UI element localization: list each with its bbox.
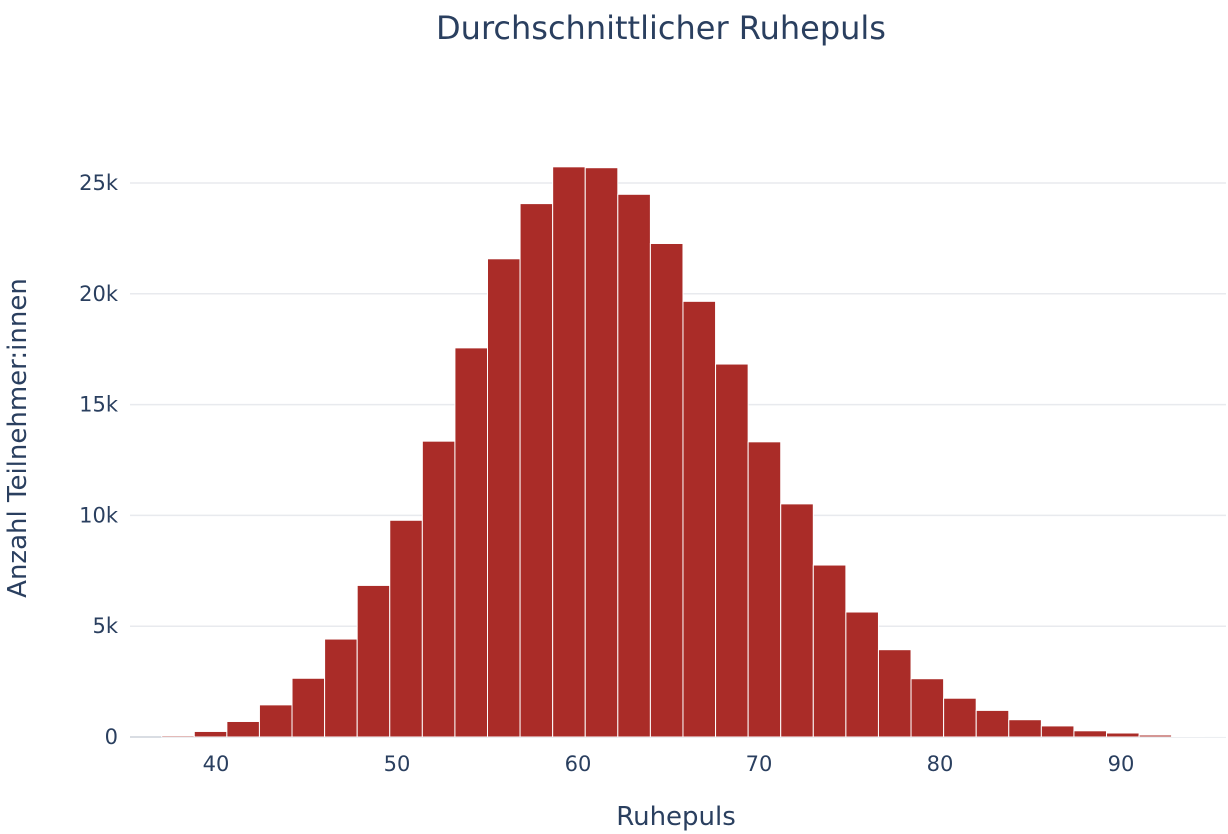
histogram-bar (682, 300, 717, 738)
chart-title: Durchschnittlicher Ruhepuls (436, 9, 886, 47)
x-tick-label: 80 (927, 752, 954, 776)
histogram-bar (975, 709, 1010, 738)
histogram-bar (649, 242, 684, 738)
histogram-bar (226, 720, 260, 738)
histogram-bar (421, 440, 456, 738)
x-tick-label: 70 (746, 752, 773, 776)
histogram-bar (747, 441, 782, 738)
y-tick-label: 25k (79, 171, 119, 195)
histogram-bar (1040, 725, 1075, 738)
histogram-bar (1073, 730, 1108, 738)
histogram-bar (552, 166, 586, 738)
histogram-bar (877, 649, 912, 738)
histogram-bar (454, 347, 489, 738)
y-axis-ticks: 0 5k 10k 15k 20k 25k (79, 171, 119, 749)
y-tick-label: 15k (79, 393, 119, 417)
x-axis-ticks: 40 50 60 70 80 90 (203, 752, 1135, 776)
histogram-bar (617, 193, 651, 738)
x-tick-label: 40 (203, 752, 230, 776)
y-axis-title: Anzahl Teilnehmer:innen (3, 278, 33, 598)
histogram-bar (845, 611, 879, 738)
histogram-bar (356, 584, 391, 738)
histogram-bar (389, 519, 423, 738)
histogram-bar (584, 167, 619, 738)
x-tick-label: 90 (1108, 752, 1135, 776)
x-tick-label: 60 (565, 752, 592, 776)
histogram-bar (1008, 719, 1042, 738)
histogram-bar (487, 258, 521, 738)
histogram-bar (258, 704, 293, 738)
x-tick-label: 50 (384, 752, 411, 776)
bars (161, 166, 1227, 738)
histogram-bar (291, 677, 326, 738)
histogram-bar (780, 503, 814, 738)
y-tick-label: 5k (92, 614, 118, 638)
histogram-bar (519, 203, 554, 738)
x-axis-title: Ruhepuls (616, 802, 736, 832)
histogram-bar (812, 564, 847, 738)
y-tick-label: 20k (79, 282, 119, 306)
histogram-bar (943, 697, 977, 738)
histogram-bar (715, 363, 749, 738)
histogram-bar (193, 730, 228, 738)
y-tick-label: 10k (79, 503, 119, 527)
histogram-bar (1106, 732, 1140, 738)
y-tick-label: 0 (105, 725, 118, 749)
histogram-bar (910, 678, 945, 738)
histogram-bar (161, 735, 195, 738)
histogram-bar (324, 638, 358, 738)
histogram-bar (1171, 735, 1205, 738)
histogram-bar (1138, 734, 1173, 738)
